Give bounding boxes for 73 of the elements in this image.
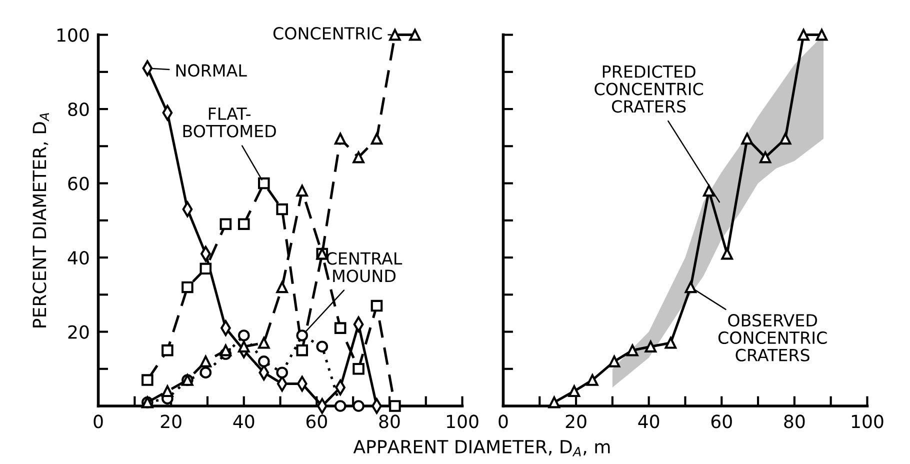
point <box>296 330 308 342</box>
point <box>389 400 401 412</box>
point <box>200 356 212 368</box>
x-tick-label: 100 <box>852 414 884 428</box>
y-tick-label: 20 <box>68 325 89 339</box>
point <box>798 28 810 41</box>
point <box>702 184 715 197</box>
point <box>586 374 598 386</box>
point <box>238 340 250 353</box>
annotation: CENTRAL MOUND <box>326 252 402 282</box>
point <box>258 336 270 349</box>
y-tick-label: 60 <box>68 176 89 190</box>
point <box>389 28 401 41</box>
point <box>162 344 174 356</box>
point <box>238 218 250 230</box>
point <box>568 385 580 398</box>
point <box>370 300 383 312</box>
point <box>741 132 754 145</box>
point <box>334 322 346 334</box>
point <box>316 340 328 353</box>
point <box>409 28 421 41</box>
point <box>276 203 288 216</box>
point <box>352 400 364 412</box>
point <box>296 184 308 197</box>
point <box>816 28 828 41</box>
annotation: OBSERVED CONCENTRIC CRATERS <box>718 314 827 362</box>
x-tick-label: 60 <box>711 414 732 428</box>
point <box>608 356 620 368</box>
x-tick-label: 40 <box>638 414 660 428</box>
point <box>352 151 364 164</box>
x-tick-label: 80 <box>784 414 805 428</box>
point <box>162 385 174 398</box>
point <box>644 340 657 353</box>
point <box>276 281 288 294</box>
y-tick-label: 80 <box>68 102 89 116</box>
y-tick-label: 40 <box>68 250 89 265</box>
annotation: PREDICTED CONCENTRIC CRATERS <box>594 65 704 113</box>
point <box>258 356 270 368</box>
annotation: NORMAL <box>176 64 247 77</box>
point <box>626 344 638 356</box>
x-tick-label: 20 <box>160 414 182 428</box>
annotation: FLAT- BOTTOMED <box>183 108 276 138</box>
point <box>721 248 733 260</box>
point <box>334 132 346 145</box>
point <box>352 362 364 375</box>
point <box>684 281 697 294</box>
point <box>220 344 232 356</box>
point <box>370 132 383 145</box>
x-tick-label: 60 <box>306 414 327 428</box>
point <box>759 151 772 164</box>
point <box>200 262 212 275</box>
x-tick-label: 40 <box>233 414 254 428</box>
x-tick-label: 100 <box>447 414 478 428</box>
annotation: CONCENTRIC <box>273 27 382 40</box>
point <box>334 400 346 412</box>
point <box>182 281 194 294</box>
point <box>238 330 250 342</box>
x-tick-label: 0 <box>94 414 103 428</box>
x-axis-title: APPARENT DIAMETER, D$_{A}$, m <box>353 440 610 456</box>
point <box>142 374 154 386</box>
x-tick-label: 20 <box>566 414 586 428</box>
point <box>276 366 288 378</box>
point <box>548 396 560 408</box>
x-tick-label: 80 <box>379 414 400 428</box>
point <box>296 344 308 356</box>
point <box>200 366 212 378</box>
point <box>664 336 677 349</box>
y-axis-title: PERCENT DIAMETER, D$_{A}$ <box>32 113 49 328</box>
point <box>220 218 232 230</box>
point <box>779 132 792 145</box>
x-tick-label: 0 <box>498 414 508 428</box>
y-tick-label: 100 <box>57 28 89 42</box>
point <box>258 177 270 190</box>
